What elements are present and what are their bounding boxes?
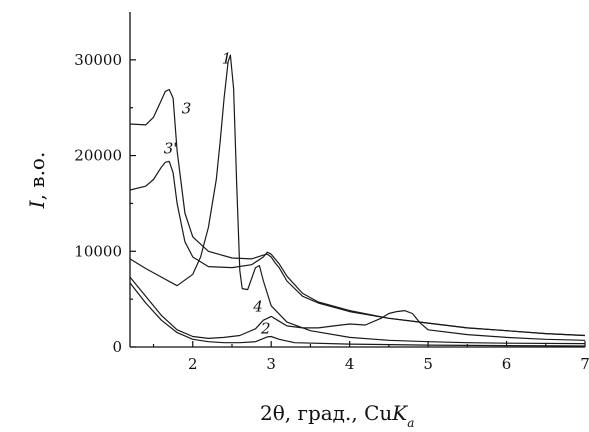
curve-label-2: 2 bbox=[260, 320, 271, 338]
curve-labels: 1 2 3 3' 4 bbox=[164, 50, 271, 338]
y-axis-title-italic: I bbox=[25, 199, 49, 209]
y-tick-label-20000: 20000 bbox=[74, 147, 122, 165]
curve-label-1: 1 bbox=[222, 50, 232, 68]
series-line-1 bbox=[129, 54, 586, 345]
x-axis-title-italic: K bbox=[391, 401, 408, 425]
series-line-3 bbox=[129, 88, 586, 337]
y-tick-label-10000: 10000 bbox=[74, 242, 122, 260]
x-tick-label-3: 3 bbox=[266, 355, 276, 373]
x-tick-label-2: 2 bbox=[188, 355, 198, 373]
axes bbox=[129, 12, 585, 348]
series-line-2 bbox=[129, 282, 586, 347]
x-axis-title: 2θ, град., CuKa bbox=[260, 401, 414, 430]
tick-labels: 2 3 4 5 6 7 0 10000 20000 30000 bbox=[74, 51, 589, 373]
y-axis-title-text: , в.о. bbox=[25, 152, 49, 201]
y-axis-title: I, в.о. bbox=[25, 152, 49, 210]
series-group bbox=[129, 54, 586, 347]
series-line-5 bbox=[129, 276, 586, 341]
curve-label-5: 4 bbox=[252, 298, 263, 316]
series-line-4 bbox=[129, 160, 586, 337]
x-tick-label-5: 5 bbox=[423, 355, 433, 373]
ticks bbox=[130, 59, 586, 348]
x-axis-title-sub: a bbox=[407, 416, 414, 430]
x-tick-label-4: 4 bbox=[345, 355, 355, 373]
y-tick-label-30000: 30000 bbox=[74, 51, 122, 69]
curve-label-3: 3 bbox=[182, 100, 192, 118]
x-tick-label-6: 6 bbox=[502, 355, 512, 373]
x-axis-title-text: 2θ, град., Cu bbox=[260, 401, 392, 425]
x-tick-label-7: 7 bbox=[580, 355, 589, 373]
y-tick-label-0: 0 bbox=[112, 338, 122, 356]
curve-label-4: 3' bbox=[164, 140, 178, 158]
